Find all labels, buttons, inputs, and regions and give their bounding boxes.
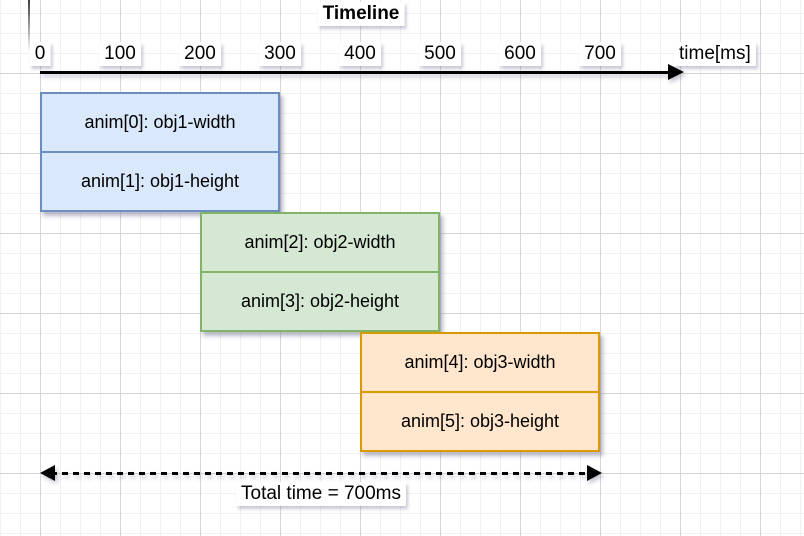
anim-bar-4-label: anim[4]: obj3-width bbox=[404, 352, 556, 372]
anim-bar-2-label: anim[2]: obj2-width bbox=[244, 232, 396, 252]
axis-tick-100: 100 bbox=[99, 42, 141, 66]
anim-group-obj1[interactable]: anim[0]: obj1-width anim[1]: obj1-height bbox=[40, 92, 280, 212]
anim-bar-4[interactable]: anim[4]: obj3-width bbox=[362, 334, 598, 393]
axis-tick-400: 400 bbox=[339, 42, 381, 66]
dashed-line bbox=[51, 471, 591, 475]
anim-group-obj3[interactable]: anim[4]: obj3-width anim[5]: obj3-height bbox=[360, 332, 600, 452]
total-time-span-arrow[interactable] bbox=[40, 464, 602, 482]
axis-line bbox=[40, 71, 672, 74]
anim-group-obj2[interactable]: anim[2]: obj2-width anim[3]: obj2-height bbox=[200, 212, 440, 332]
anim-bar-5-label: anim[5]: obj3-height bbox=[400, 411, 560, 431]
anim-bar-3-label: anim[3]: obj2-height bbox=[240, 291, 400, 311]
anim-bar-0[interactable]: anim[0]: obj1-width bbox=[42, 94, 278, 153]
anim-bar-1[interactable]: anim[1]: obj1-height bbox=[42, 153, 278, 210]
axis-tick-500: 500 bbox=[419, 42, 461, 66]
anim-bar-5[interactable]: anim[5]: obj3-height bbox=[362, 393, 598, 450]
axis-tick-600: 600 bbox=[499, 42, 541, 66]
axis-arrowhead-icon bbox=[668, 64, 684, 80]
vertical-edge-line bbox=[28, 0, 30, 52]
axis-tick-300: 300 bbox=[259, 42, 301, 66]
axis-unit-label: time[ms] bbox=[674, 42, 756, 66]
axis-tick-200: 200 bbox=[179, 42, 221, 66]
arrow-left-head-icon bbox=[40, 465, 55, 481]
axis-tick-0: 0 bbox=[29, 42, 51, 66]
axis-tick-700: 700 bbox=[579, 42, 621, 66]
arrow-right-head-icon bbox=[587, 465, 602, 481]
anim-bar-3[interactable]: anim[3]: obj2-height bbox=[202, 273, 438, 330]
anim-bar-2[interactable]: anim[2]: obj2-width bbox=[202, 214, 438, 273]
anim-bar-1-label: anim[1]: obj1-height bbox=[80, 171, 240, 191]
anim-bar-0-label: anim[0]: obj1-width bbox=[84, 112, 236, 132]
diagram-title[interactable]: Timeline bbox=[317, 2, 405, 26]
total-time-label[interactable]: Total time = 700ms bbox=[236, 482, 406, 506]
